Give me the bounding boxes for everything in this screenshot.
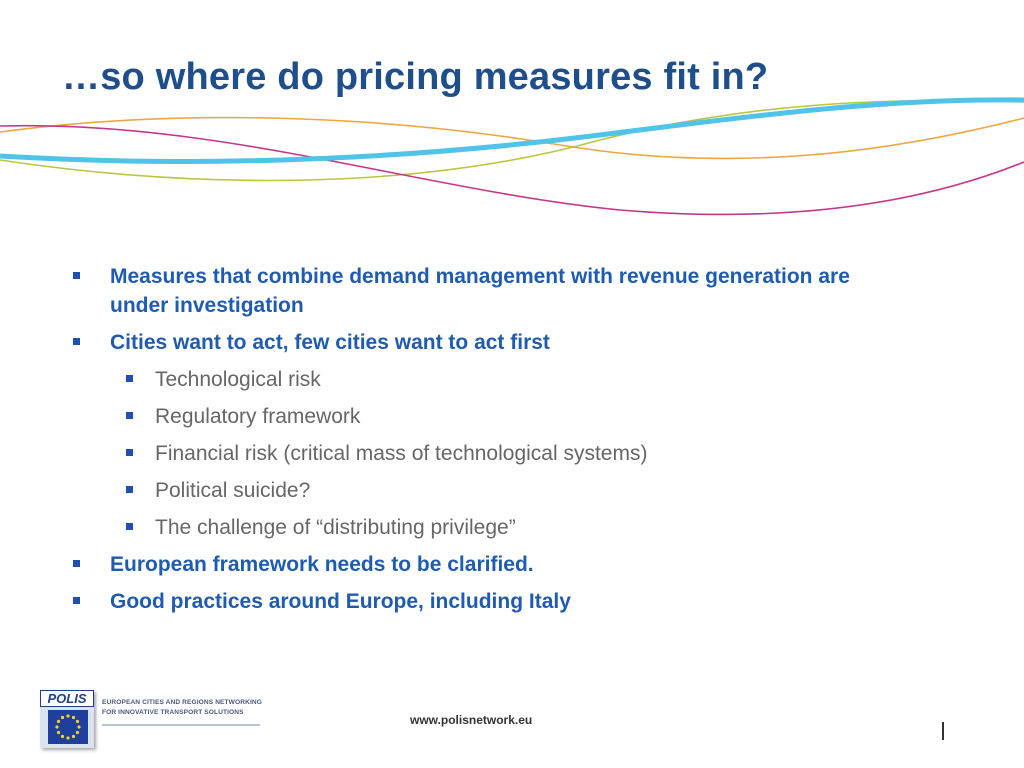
bullet-text: Political suicide? bbox=[155, 479, 311, 502]
eu-flag-icon bbox=[48, 710, 88, 744]
logo-emblem: POLIS bbox=[40, 690, 94, 748]
wave-orange bbox=[0, 116, 1024, 160]
wave-green bbox=[0, 99, 1024, 182]
decorative-waves bbox=[0, 97, 1024, 216]
wave-blue bbox=[0, 97, 1024, 164]
bullet-marker bbox=[73, 560, 80, 567]
logo-tagline-line: EUROPEAN CITIES AND REGIONS NETWORKING bbox=[102, 699, 262, 706]
logo-divider bbox=[102, 724, 260, 726]
bullet-item: Good practices around Europe, including … bbox=[0, 587, 1024, 616]
bullet-item: European framework needs to be clarified… bbox=[0, 550, 1024, 579]
bullet-item: Measures that combine demand management … bbox=[0, 262, 1024, 320]
bullet-text: Cities want to act, few cities want to a… bbox=[110, 331, 550, 354]
sub-bullet-item: Technological risk bbox=[0, 365, 1024, 394]
footer-divider bbox=[942, 722, 944, 740]
bullet-marker bbox=[126, 523, 133, 530]
logo-tagline: EUROPEAN CITIES AND REGIONS NETWORKING F… bbox=[102, 698, 262, 718]
bullet-marker bbox=[126, 486, 133, 493]
sub-bullet-item: The challenge of “distributing privilege… bbox=[0, 513, 1024, 542]
bullet-marker bbox=[73, 272, 80, 279]
bullet-list: Measures that combine demand management … bbox=[0, 262, 1024, 624]
bullet-text: European framework needs to be clarified… bbox=[110, 553, 534, 576]
bullet-marker bbox=[73, 597, 80, 604]
polis-logo: POLIS EUROPEAN CITIES AND REGIONS NETWOR… bbox=[40, 690, 262, 750]
sub-bullet-item: Political suicide? bbox=[0, 476, 1024, 505]
bullet-text: Financial risk (critical mass of technol… bbox=[155, 442, 648, 465]
bullet-marker bbox=[126, 449, 133, 456]
bullet-text: Regulatory framework bbox=[155, 405, 361, 428]
bullet-marker bbox=[73, 338, 80, 345]
website-link[interactable]: www.polisnetwork.eu bbox=[410, 713, 533, 727]
bullet-marker bbox=[126, 412, 133, 419]
bullet-text: Good practices around Europe, including … bbox=[110, 590, 571, 613]
sub-bullet-item: Regulatory framework bbox=[0, 402, 1024, 431]
wave-magenta bbox=[0, 124, 1024, 216]
logo-tagline-line: FOR INNOVATIVE TRANSPORT SOLUTIONS bbox=[102, 709, 244, 716]
sub-bullet-item: Financial risk (critical mass of technol… bbox=[0, 439, 1024, 468]
slide-title: …so where do pricing measures fit in? bbox=[62, 56, 769, 98]
bullet-marker bbox=[126, 375, 133, 382]
bullet-text: Technological risk bbox=[155, 368, 321, 391]
logo-wordmark: POLIS bbox=[40, 690, 94, 707]
bullet-text: The challenge of “distributing privilege… bbox=[155, 516, 516, 539]
bullet-item: Cities want to act, few cities want to a… bbox=[0, 328, 1024, 357]
bullet-text: Measures that combine demand management … bbox=[110, 265, 850, 317]
